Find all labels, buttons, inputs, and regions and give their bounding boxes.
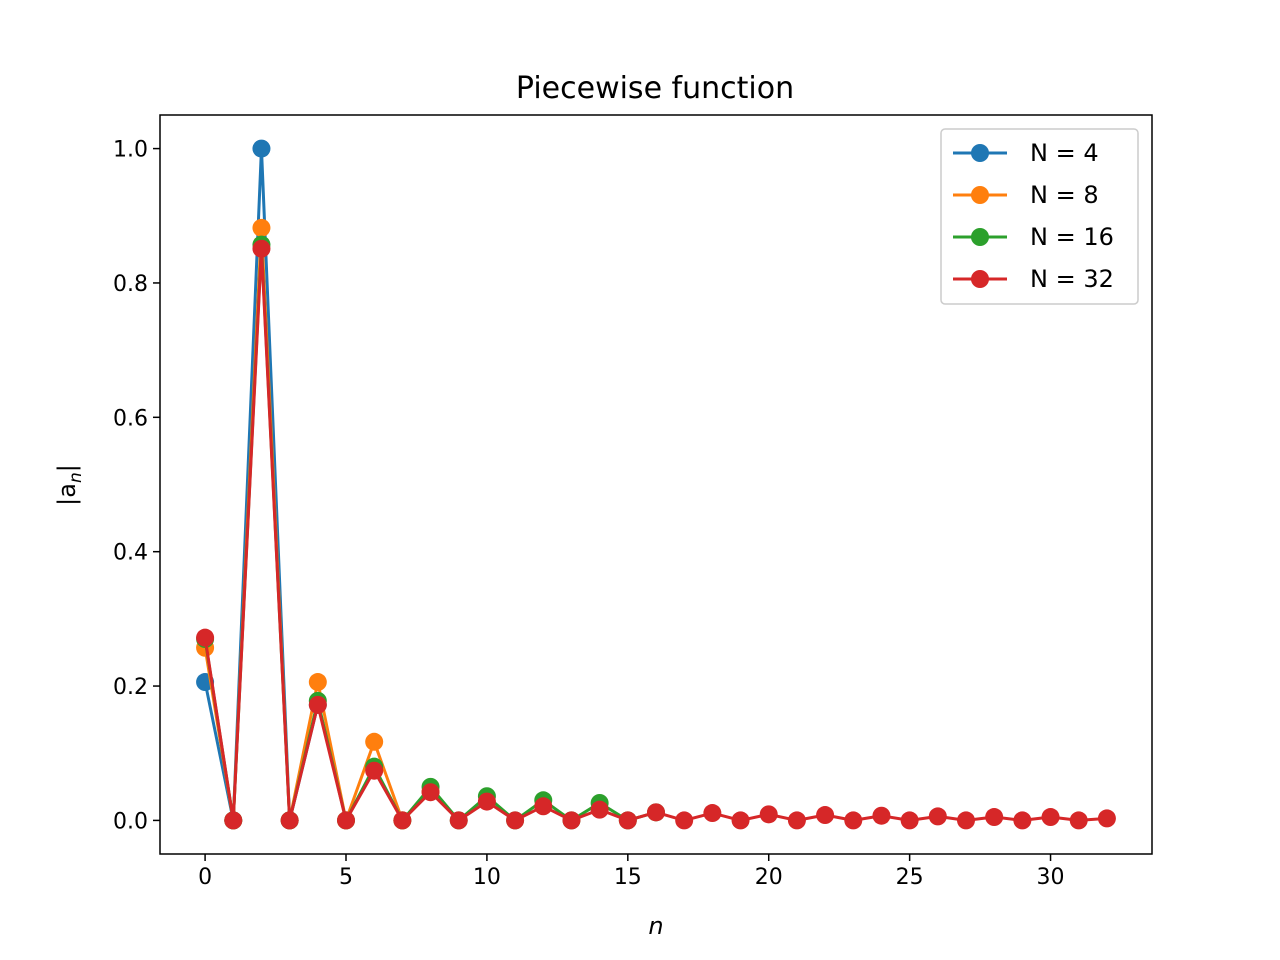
data-point [787,811,806,830]
legend-label: N = 4 [1030,139,1099,167]
data-point [224,811,243,830]
data-point [985,808,1004,827]
x-tick-label: 15 [614,865,642,890]
data-point [534,797,553,816]
data-point [421,783,440,802]
x-tick-label: 0 [198,865,212,890]
data-point [928,807,947,826]
series-layer [196,139,1116,830]
data-point [675,811,694,830]
data-point [1097,809,1116,828]
data-point [1013,811,1032,830]
legend: N = 4 N = 8 N = 16 N = 32 [940,128,1139,305]
x-axis-label: n [648,912,663,940]
legend-entry: N = 4 [953,139,1099,167]
y-axis-label-subscript: n [66,472,86,483]
data-point [252,218,271,237]
data-point [872,806,891,825]
data-point [1041,808,1060,827]
legend-marker [971,144,989,162]
series-4 [196,239,1116,830]
data-point [618,811,637,830]
data-point [900,811,919,830]
legend-entry: N = 8 [953,181,1099,209]
y-axis-label-end: | [53,464,81,472]
plot-frame [159,114,1153,855]
data-point [759,805,778,824]
data-point [731,811,750,830]
y-axis: 0.0 0.2 0.4 0.6 0.8 1.0 [113,138,160,834]
legend-label: N = 8 [1030,181,1099,209]
legend-entry: N = 16 [953,223,1114,251]
data-point [280,811,299,830]
data-point [196,628,215,647]
legend-label: N = 32 [1030,265,1114,293]
legend-marker [971,186,989,204]
data-point [1069,811,1088,830]
data-point [562,811,581,830]
data-point [365,761,384,780]
y-tick-label: 0.4 [113,541,148,566]
data-point [957,811,975,830]
x-tick-label: 5 [339,865,353,890]
data-point [308,695,327,714]
data-point [647,803,665,822]
x-tick-label: 20 [755,865,783,890]
y-tick-label: 0.0 [113,809,148,834]
series-2 [196,218,440,830]
legend-box [940,128,1139,305]
series-line [203,247,1108,822]
x-axis: 0 5 10 15 20 25 30 [198,854,1065,890]
series-line [203,243,657,822]
y-tick-label: 0.2 [113,675,148,700]
data-point [365,732,384,751]
data-point [816,806,835,825]
y-axis-label-base: |a [53,483,81,506]
data-point [252,139,271,158]
data-point [703,804,722,823]
y-axis-label: |an| [53,464,86,506]
y-tick-label: 0.8 [113,272,148,297]
y-tick-label: 1.0 [113,138,148,163]
x-tick-label: 30 [1037,865,1065,890]
data-point [449,811,468,830]
chart-title: Piecewise function [516,71,794,106]
data-point [252,239,271,258]
data-point [308,673,327,692]
data-point [590,800,609,819]
legend-label: N = 16 [1030,223,1114,251]
legend-entry: N = 32 [953,265,1114,293]
data-point [844,811,863,830]
data-point [506,811,525,830]
data-point [337,811,355,830]
data-point [393,811,412,830]
y-tick-label: 0.6 [113,406,148,431]
legend-marker [971,228,989,246]
x-tick-label: 10 [473,865,501,890]
data-point [477,792,496,811]
legend-marker [971,270,989,288]
x-tick-label: 25 [896,865,924,890]
